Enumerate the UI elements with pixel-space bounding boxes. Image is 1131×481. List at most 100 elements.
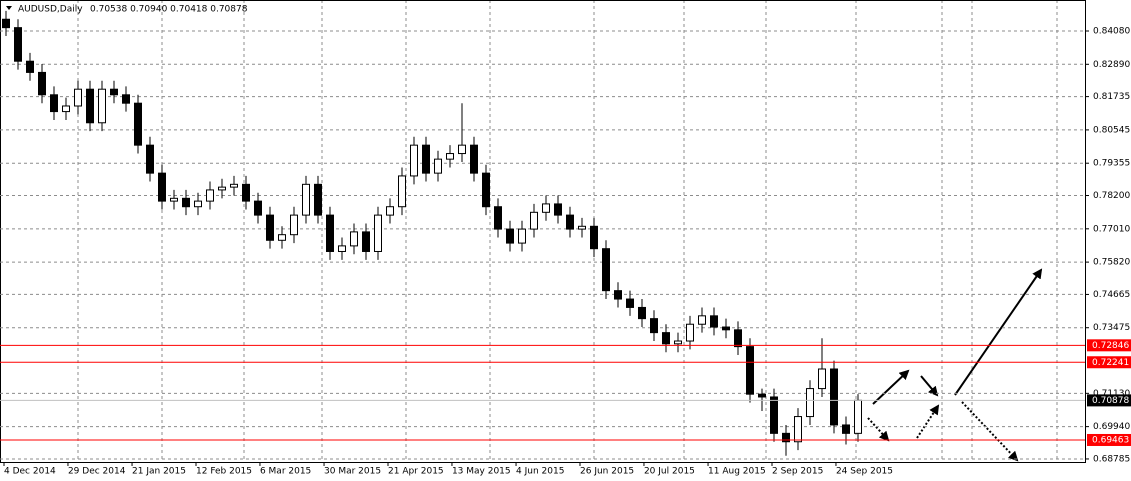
plot-frame (0, 0, 1086, 463)
y-tick-label: 0.77010 (1093, 224, 1130, 234)
menu-icon (6, 6, 12, 10)
level-label-box (1087, 433, 1131, 446)
candle-body (818, 368, 826, 390)
candle-body (554, 203, 562, 216)
candle-body (614, 290, 622, 300)
x-tick-label: 24 Sep 2015 (836, 467, 893, 477)
candle-body (278, 234, 286, 241)
x-tick-label: 29 Dec 2014 (68, 467, 126, 477)
vertical-grid (77, 0, 1058, 462)
x-tick-label: 13 May 2015 (452, 467, 511, 477)
x-tick-label: 12 Feb 2015 (196, 467, 252, 477)
candle-body (650, 318, 658, 334)
candle-body (734, 329, 742, 348)
x-tick-label: 21 Jan 2015 (132, 467, 186, 477)
y-tick-label: 0.69940 (1093, 422, 1130, 432)
candle-body (482, 172, 490, 208)
y-tick-label: 0.82890 (1093, 60, 1130, 70)
candle-body (722, 326, 730, 331)
y-tick-label: 0.74665 (1093, 290, 1130, 300)
y-tick-label: 0.78200 (1093, 191, 1130, 201)
candle-body (374, 214, 382, 252)
candle-body (314, 183, 322, 216)
candle-body (98, 88, 106, 124)
candle-body (758, 393, 766, 398)
candle-body (686, 323, 694, 342)
candle-body (674, 340, 682, 345)
candle-body (110, 88, 118, 96)
candle-body (434, 158, 442, 174)
candle-body (506, 228, 514, 244)
candle-body (566, 214, 574, 230)
candle-body (626, 298, 634, 308)
level-label-box (1087, 339, 1131, 352)
x-tick-label: 6 Mar 2015 (260, 467, 311, 477)
candle-body (386, 206, 394, 216)
y-tick-label: 0.81735 (1093, 92, 1130, 102)
candle-body (134, 102, 142, 146)
candle-body (602, 248, 610, 292)
x-tick-label: 11 Aug 2015 (708, 467, 766, 477)
candle-body (806, 388, 814, 418)
x-tick-label: 2 Sep 2015 (772, 467, 823, 477)
candle-body (242, 183, 250, 202)
candle-body (218, 186, 226, 191)
candle-body (698, 315, 706, 325)
x-tick-label: 20 Jul 2015 (644, 467, 695, 477)
symbol: AUDUSD,Daily (18, 5, 83, 15)
candle-body (326, 214, 334, 252)
candle-body (2, 18, 10, 29)
candle-body (518, 228, 526, 244)
candle-body (854, 399, 862, 434)
candle-body (530, 211, 538, 230)
y-tick-label: 0.73475 (1093, 323, 1130, 333)
candle-body (710, 315, 718, 328)
candle-body (74, 88, 82, 107)
candle-body (38, 71, 46, 96)
x-tick-label: 30 Mar 2015 (324, 467, 381, 477)
y-tick-label: 0.71130 (1093, 389, 1130, 399)
candle-body (158, 172, 166, 202)
candle-body (26, 60, 34, 73)
candle-body (446, 153, 454, 160)
candle-body (422, 144, 430, 174)
x-tick-label: 21 Apr 2015 (388, 467, 444, 477)
candle-body (62, 105, 70, 113)
candle-body (410, 144, 418, 177)
candle-body (542, 203, 550, 213)
candle-body (662, 332, 670, 345)
candle-body (362, 231, 370, 252)
y-tick-label: 0.75820 (1093, 258, 1130, 268)
candle-body (578, 225, 586, 230)
candle-body (794, 416, 802, 443)
level-label-box (1087, 356, 1131, 369)
candle-body (290, 214, 298, 236)
candle-body (470, 144, 478, 174)
candle-body (770, 396, 778, 434)
last-price-box (1087, 394, 1131, 407)
level-label: 0.72846 (1092, 341, 1129, 351)
candle-body (746, 346, 754, 395)
y-tick-label: 0.68785 (1093, 454, 1130, 464)
level-label: 0.69463 (1092, 435, 1129, 445)
candle-body (230, 183, 238, 188)
candle-body (302, 183, 310, 216)
x-tick-label: 26 Jun 2015 (580, 467, 634, 477)
candle-body (590, 225, 598, 250)
candle-body (398, 175, 406, 208)
candle-body (50, 94, 58, 113)
candle-body (842, 424, 850, 434)
y-tick-label: 0.84080 (1093, 27, 1130, 37)
candle-body (122, 94, 130, 104)
x-tick-label: 4 Dec 2014 (4, 467, 56, 477)
candle-body (206, 189, 214, 202)
candle-body (638, 306, 646, 320)
candle-body (146, 144, 154, 174)
last-price-label: 0.70878 (1092, 396, 1129, 406)
candle-body (782, 432, 790, 443)
candle-body (170, 197, 178, 202)
candle-body (194, 200, 202, 208)
candle-body (254, 200, 262, 216)
trend-arrows (867, 268, 1043, 462)
